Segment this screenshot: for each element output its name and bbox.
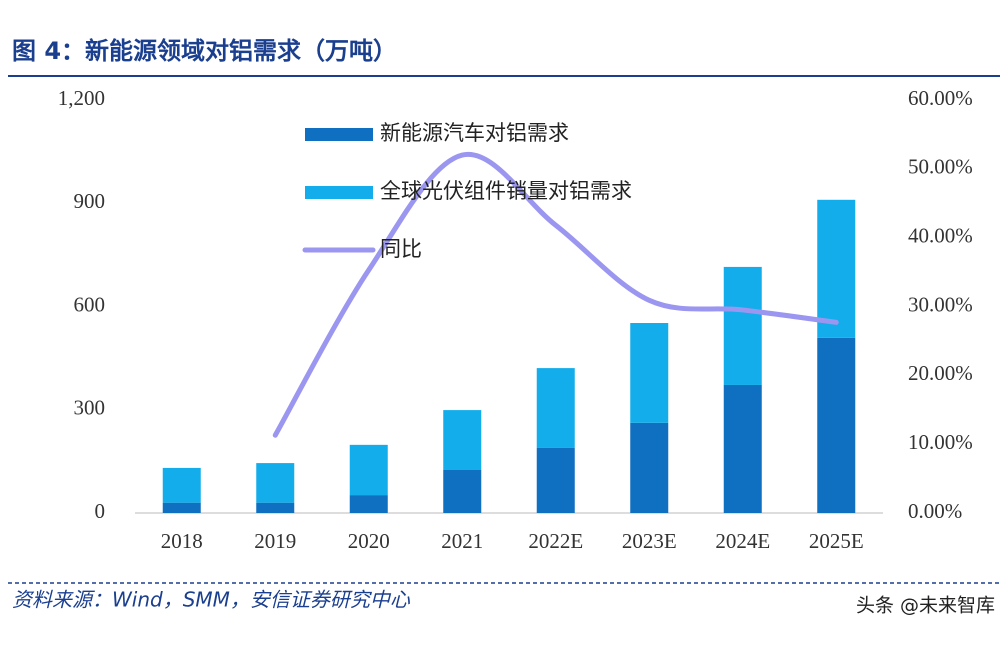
legend-swatch [305,186,373,199]
y-tick-label: 600 [74,292,106,316]
y-tick-label: 900 [74,189,106,213]
chart-title: 图 4：新能源领域对铝需求（万吨） [12,37,397,65]
y2-tick-label: 20.00% [908,361,973,385]
bar [723,266,762,385]
bar [443,410,482,470]
bar [349,495,388,513]
bar [817,337,856,513]
bar [536,368,575,448]
x-tick-label: 2018 [161,529,203,553]
x-tick-label: 2021 [441,529,483,553]
x-tick-label: 2025E [809,529,864,553]
bar [536,447,575,513]
y-tick-label: 1,200 [58,86,105,110]
watermark: 头条 @未来智库 [856,595,995,617]
legend-label: 同比 [380,237,422,261]
bar [162,467,201,503]
x-tick-label: 2023E [622,529,677,553]
y2-tick-label: 30.00% [908,292,973,316]
y2-tick-label: 0.00% [908,499,962,523]
y-tick-label: 0 [95,499,106,523]
x-tick-label: 2020 [348,529,390,553]
bar [256,463,295,503]
x-tick-label: 2022E [528,529,583,553]
bar [256,502,295,513]
bar [817,199,856,338]
x-tick-label: 2024E [715,529,770,553]
y-tick-label: 300 [74,396,106,420]
source: 资料来源：Wind，SMM，安信证券研究中心 [12,588,411,612]
y2-tick-label: 40.00% [908,223,973,247]
legend-label: 全球光伏组件销量对铝需求 [380,179,632,203]
bar [723,384,762,513]
legend-swatch [305,128,373,141]
x-tick-label: 2019 [254,529,296,553]
y2-tick-label: 60.00% [908,86,973,110]
bar [630,323,669,423]
bar [349,444,388,496]
legend-label: 新能源汽车对铝需求 [380,121,569,145]
bar [443,469,482,513]
y2-tick-label: 10.00% [908,430,973,454]
line [272,151,839,438]
y2-tick-label: 50.00% [908,155,973,179]
bar [630,422,669,513]
bar [162,502,201,513]
